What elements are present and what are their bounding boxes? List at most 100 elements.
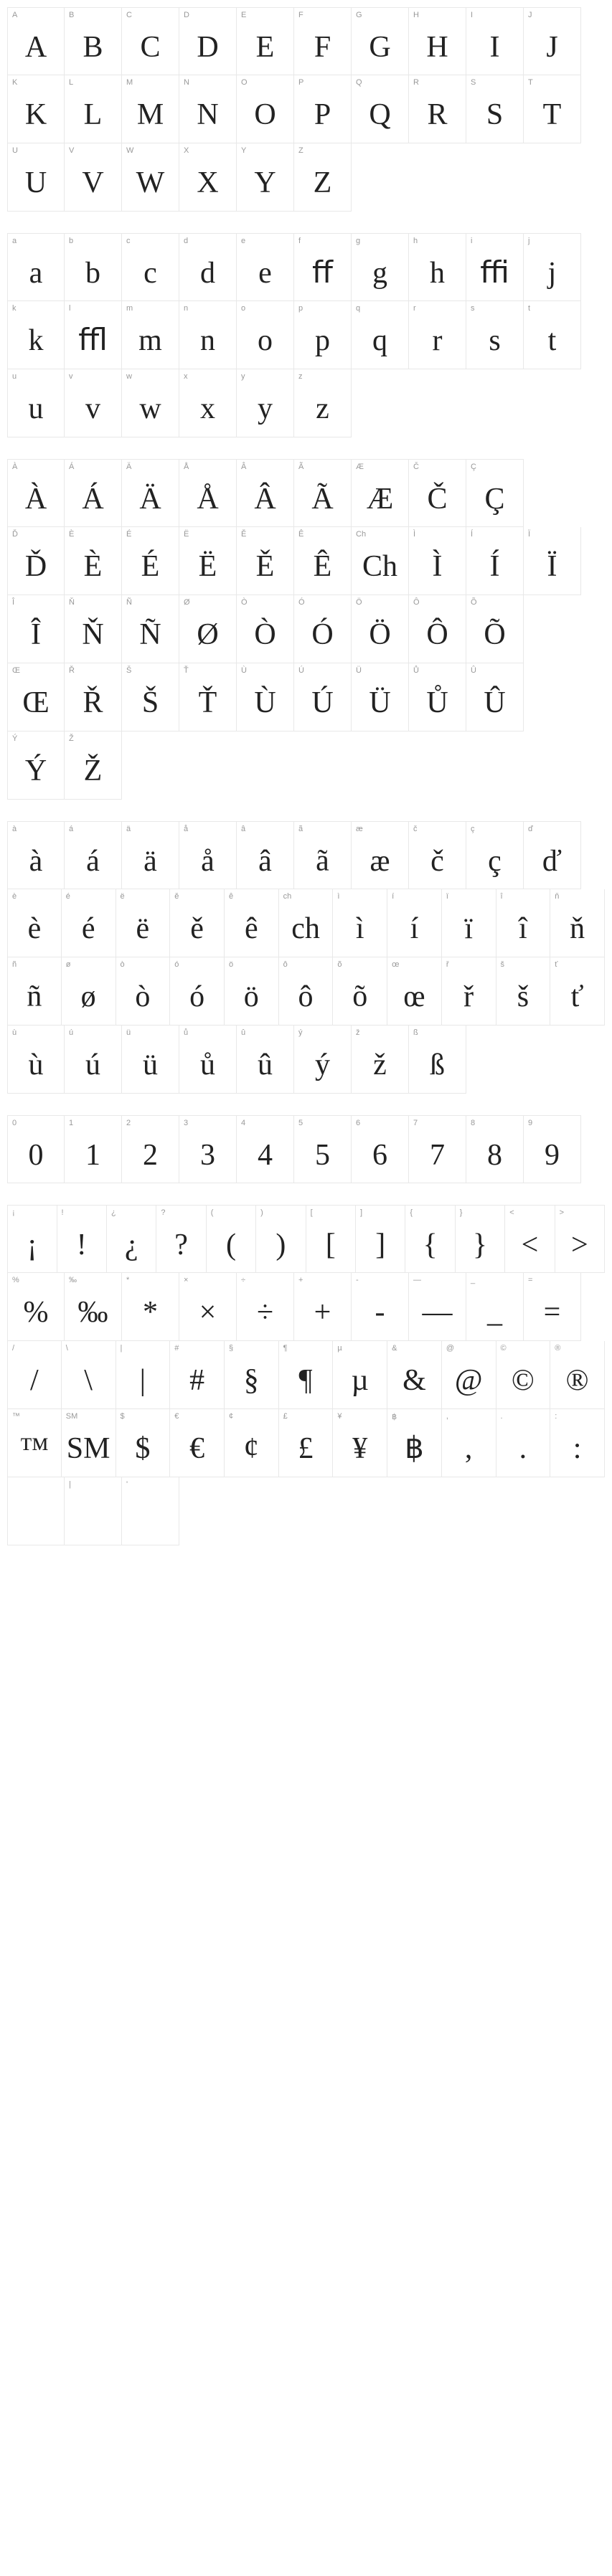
glyph-label: e [237, 234, 293, 250]
glyph-character: © [496, 1357, 550, 1408]
glyph-cell: << [505, 1205, 555, 1273]
glyph-cell: gg [352, 233, 409, 301]
glyph-cell: øø [62, 957, 116, 1026]
glyph-label: å [179, 822, 236, 838]
glyph-character: 1 [65, 1132, 121, 1183]
glyph-label: U [8, 143, 64, 159]
glyph-cell: lﬄ [65, 301, 122, 369]
glyph-label: õ [333, 957, 387, 973]
glyph-character: y [237, 385, 293, 437]
glyph-cell: __ [466, 1273, 524, 1341]
glyph-cell: dd [179, 233, 237, 301]
glyph-label: ó [170, 957, 224, 973]
glyph-character: D [179, 24, 236, 75]
glyph-label: L [65, 75, 121, 91]
glyph-label: > [555, 1206, 604, 1221]
glyph-character: Â [237, 475, 293, 526]
glyph-cell: ss [466, 301, 524, 369]
glyph-cell: ©© [496, 1341, 551, 1409]
glyph-label: ฿ [387, 1409, 441, 1425]
glyph-character: $ [116, 1425, 170, 1477]
glyph-character: Z [294, 159, 351, 211]
glyph-character: L [65, 91, 121, 143]
glyph-label: , [442, 1409, 496, 1425]
glyph-cell: ÇÇ [466, 459, 524, 527]
glyph-label: ' [122, 1477, 179, 1493]
glyph-row: UUVVWWXXYYZZ [7, 143, 605, 212]
glyph-character: ë [116, 905, 170, 957]
glyph-label: q [352, 301, 408, 317]
glyph-label: p [294, 301, 351, 317]
glyph-character: ï [442, 905, 496, 957]
glyph-cell: ×× [179, 1273, 237, 1341]
glyph-label: ë [116, 889, 170, 905]
glyph-character: ã [294, 838, 351, 889]
glyph-character: Ž [65, 747, 121, 799]
glyph-cell: NN [179, 75, 237, 143]
glyph-character: í [387, 905, 441, 957]
glyph-character: } [456, 1221, 504, 1272]
glyph-character: û [237, 1041, 293, 1093]
glyph-character: v [65, 385, 121, 437]
glyph-label: C [122, 8, 179, 24]
glyph-cell: ?? [156, 1205, 206, 1273]
glyph-label: m [122, 301, 179, 317]
glyph-cell: rr [409, 301, 466, 369]
glyph-character: * [122, 1289, 179, 1340]
glyph-cell: CC [122, 7, 179, 75]
glyph-section: ààááääååââããææččççďďèèééëëěěêêchchììííïï… [7, 821, 605, 1094]
glyph-chart: AABBCCDDEEFFGGHHIIJJKKLLMMNNOOPPQQRRSSTT… [7, 7, 605, 1545]
glyph-row: ¡¡!!¿¿??(())[[]]{{}}<<>> [7, 1205, 605, 1273]
glyph-character: ( [207, 1221, 255, 1272]
glyph-label: £ [279, 1409, 333, 1425]
glyph-character: w [122, 385, 179, 437]
glyph-label: Æ [352, 460, 408, 475]
glyph-label: 8 [466, 1116, 523, 1132]
glyph-label: V [65, 143, 121, 159]
glyph-character: Œ [8, 679, 64, 731]
glyph-label: Ø [179, 595, 236, 611]
glyph-label: Ch [352, 527, 408, 543]
glyph-cell: >> [555, 1205, 605, 1273]
glyph-character: ñ [8, 973, 61, 1025]
glyph-label: Î [8, 595, 64, 611]
glyph-character: H [409, 24, 466, 75]
glyph-cell: 11 [65, 1115, 122, 1183]
glyph-character: W [122, 159, 179, 211]
glyph-cell: ## [170, 1341, 225, 1409]
glyph-character: 0 [8, 1132, 64, 1183]
glyph-label: ò [116, 957, 170, 973]
glyph-label: H [409, 8, 466, 24]
glyph-cell: (( [207, 1205, 256, 1273]
glyph-character: M [122, 91, 179, 143]
glyph-label: ch [279, 889, 333, 905]
glyph-label: Ñ [122, 595, 179, 611]
glyph-character: Ě [237, 543, 293, 595]
glyph-character: £ [279, 1425, 333, 1477]
glyph-cell: ÌÌ [409, 527, 466, 595]
glyph-label: f [294, 234, 351, 250]
glyph-row: //\\||##§§¶¶µµ&&@@©©®® [7, 1341, 605, 1409]
glyph-label: F [294, 8, 351, 24]
glyph-character: Ch [352, 543, 408, 595]
glyph-character: Y [237, 159, 293, 211]
glyph-label: ( [207, 1206, 255, 1221]
glyph-label: Å [179, 460, 236, 475]
glyph-cell: ÃÃ [294, 459, 352, 527]
glyph-cell: VV [65, 143, 122, 212]
glyph-cell: ŘŘ [65, 663, 122, 731]
glyph-character: ù [8, 1041, 64, 1093]
glyph-label: c [122, 234, 179, 250]
glyph-label: : [550, 1409, 604, 1425]
glyph-cell: tt [524, 301, 581, 369]
glyph-cell: ¿¿ [107, 1205, 156, 1273]
glyph-character: è [8, 905, 61, 957]
glyph-character: ì [333, 905, 387, 957]
glyph-cell: ěě [170, 889, 225, 957]
glyph-character: µ [333, 1357, 387, 1408]
glyph-label: i [466, 234, 523, 250]
glyph-character: ¶ [279, 1357, 333, 1408]
glyph-cell: àà [7, 821, 65, 889]
glyph-character: e [237, 250, 293, 300]
glyph-character: î [496, 905, 550, 957]
